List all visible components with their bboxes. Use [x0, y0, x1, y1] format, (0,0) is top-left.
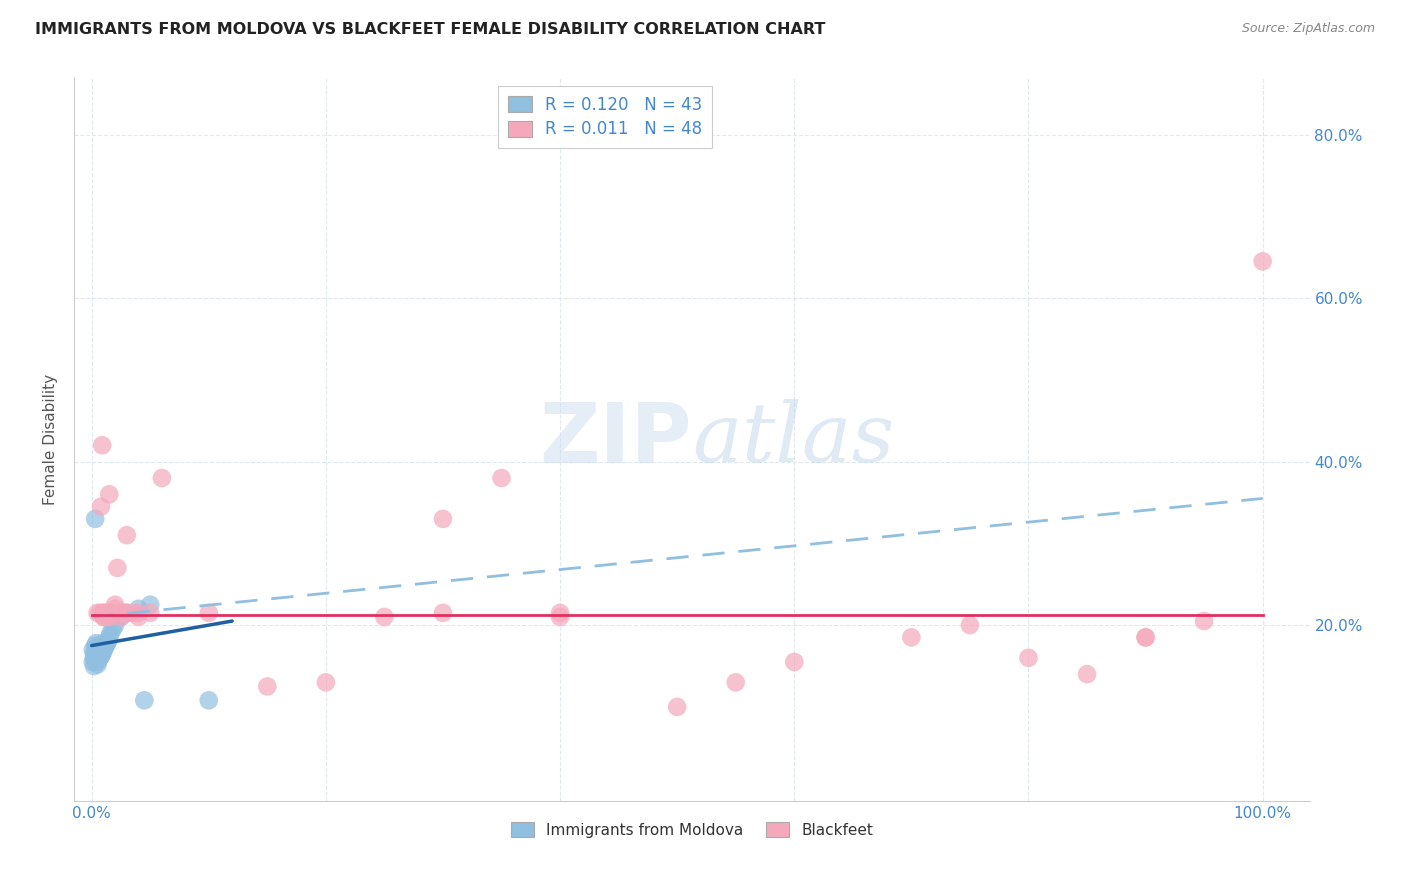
Point [87, 647, 110, 661]
Point [134, 693, 156, 707]
Point [114, 606, 136, 620]
Point [548, 610, 571, 624]
Point [900, 631, 922, 645]
Point [93, 644, 115, 658]
Point [115, 606, 138, 620]
Point [86, 636, 108, 650]
Point [150, 471, 173, 485]
Point [83, 650, 105, 665]
Point [491, 471, 513, 485]
Point [197, 606, 219, 620]
Point [107, 561, 129, 575]
Point [724, 675, 747, 690]
Point [86, 650, 108, 665]
Point [87, 652, 110, 666]
Point [84, 652, 107, 666]
Point [82, 642, 104, 657]
Point [97, 606, 120, 620]
Point [783, 655, 806, 669]
Point [115, 606, 138, 620]
Point [93, 606, 115, 620]
Point [93, 640, 115, 655]
Point [86, 640, 108, 655]
Point [91, 438, 114, 452]
Point [83, 659, 105, 673]
Point [373, 610, 395, 624]
Point [139, 606, 162, 620]
Point [139, 598, 162, 612]
Point [1251, 254, 1274, 268]
Point [104, 598, 127, 612]
Point [1192, 614, 1215, 628]
Text: IMMIGRANTS FROM MOLDOVA VS BLACKFEET FEMALE DISABILITY CORRELATION CHART: IMMIGRANTS FROM MOLDOVA VS BLACKFEET FEM… [35, 22, 825, 37]
Point [432, 606, 454, 620]
Point [1017, 650, 1039, 665]
Point [128, 610, 150, 624]
Point [83, 647, 105, 661]
Point [959, 618, 981, 632]
Point [94, 639, 117, 653]
Point [1135, 631, 1157, 645]
Point [86, 644, 108, 658]
Point [91, 640, 114, 655]
Point [94, 606, 117, 620]
Point [104, 618, 127, 632]
Point [86, 606, 108, 620]
Point [666, 699, 689, 714]
Point [93, 610, 115, 624]
Point [90, 649, 112, 664]
Point [104, 601, 127, 615]
Point [1135, 631, 1157, 645]
Point [115, 528, 138, 542]
Point [93, 610, 115, 624]
Point [548, 606, 571, 620]
Text: atlas: atlas [692, 399, 894, 479]
Point [100, 626, 122, 640]
Point [97, 634, 120, 648]
Text: ZIP: ZIP [540, 399, 692, 480]
Point [256, 680, 278, 694]
Point [89, 644, 111, 658]
Point [110, 606, 132, 620]
Point [96, 636, 118, 650]
Point [101, 622, 124, 636]
Point [110, 610, 132, 624]
Point [84, 512, 107, 526]
Point [93, 606, 115, 620]
Point [315, 675, 337, 690]
Point [93, 636, 115, 650]
Point [90, 642, 112, 657]
Point [1076, 667, 1098, 681]
Point [84, 644, 107, 658]
Y-axis label: Female Disability: Female Disability [44, 374, 58, 505]
Point [98, 631, 121, 645]
Point [86, 657, 108, 672]
Text: Source: ZipAtlas.com: Source: ZipAtlas.com [1241, 22, 1375, 36]
Point [86, 655, 108, 669]
Point [84, 639, 107, 653]
Point [96, 610, 118, 624]
Point [197, 693, 219, 707]
Point [98, 606, 121, 620]
Point [128, 601, 150, 615]
Point [89, 639, 111, 653]
Point [432, 512, 454, 526]
Point [100, 610, 122, 624]
Point [101, 606, 124, 620]
Point [90, 500, 112, 514]
Point [84, 649, 107, 664]
Legend: Immigrants from Moldova, Blackfeet: Immigrants from Moldova, Blackfeet [505, 816, 879, 844]
Point [87, 640, 110, 655]
Point [128, 606, 150, 620]
Point [86, 649, 108, 664]
Point [110, 610, 132, 624]
Point [98, 487, 121, 501]
Point [89, 650, 111, 665]
Point [89, 606, 111, 620]
Point [91, 647, 114, 661]
Point [121, 606, 143, 620]
Point [82, 655, 104, 669]
